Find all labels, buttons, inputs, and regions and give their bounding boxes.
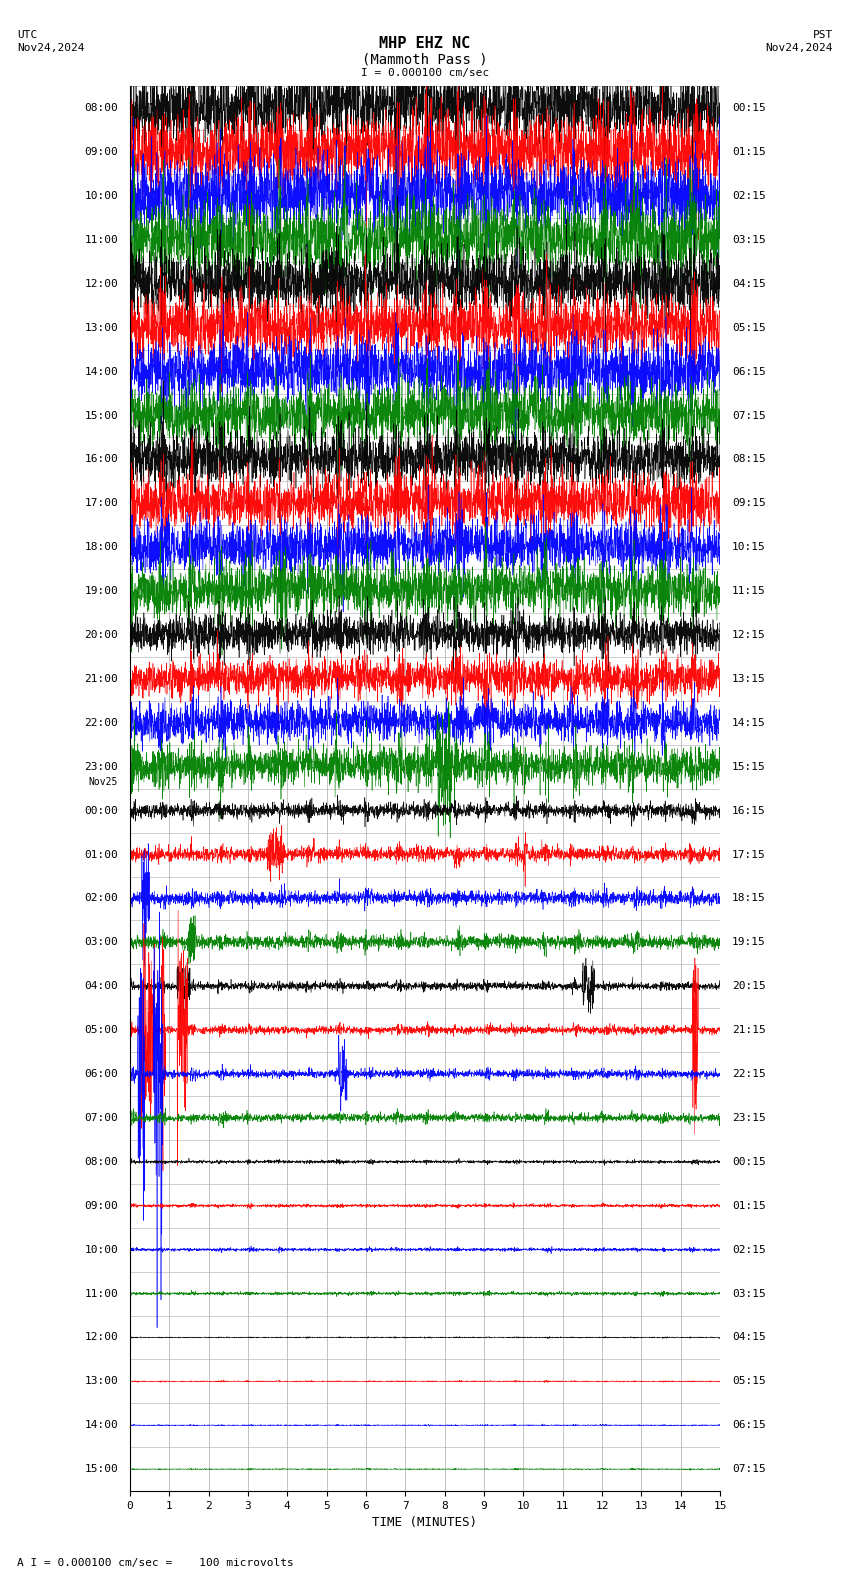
Text: 09:15: 09:15 xyxy=(732,499,766,508)
Text: 14:00: 14:00 xyxy=(84,1421,118,1430)
Text: 01:00: 01:00 xyxy=(84,849,118,860)
Text: 00:00: 00:00 xyxy=(84,806,118,816)
Text: 05:15: 05:15 xyxy=(732,1376,766,1386)
Text: 01:15: 01:15 xyxy=(732,1201,766,1210)
Text: 19:15: 19:15 xyxy=(732,938,766,947)
Text: (Mammoth Pass ): (Mammoth Pass ) xyxy=(362,52,488,67)
Text: 17:15: 17:15 xyxy=(732,849,766,860)
Text: 04:15: 04:15 xyxy=(732,1332,766,1343)
Text: 22:00: 22:00 xyxy=(84,718,118,729)
Text: 16:00: 16:00 xyxy=(84,455,118,464)
Text: 12:00: 12:00 xyxy=(84,1332,118,1343)
Text: 02:15: 02:15 xyxy=(732,192,766,201)
Text: 00:15: 00:15 xyxy=(732,103,766,112)
Text: I = 0.000100 cm/sec: I = 0.000100 cm/sec xyxy=(361,68,489,78)
Text: 21:00: 21:00 xyxy=(84,673,118,684)
X-axis label: TIME (MINUTES): TIME (MINUTES) xyxy=(372,1516,478,1530)
Text: 02:00: 02:00 xyxy=(84,893,118,903)
Text: 10:00: 10:00 xyxy=(84,192,118,201)
Text: 13:15: 13:15 xyxy=(732,673,766,684)
Text: 23:15: 23:15 xyxy=(732,1114,766,1123)
Text: 12:00: 12:00 xyxy=(84,279,118,288)
Text: 03:00: 03:00 xyxy=(84,938,118,947)
Text: 15:15: 15:15 xyxy=(732,762,766,771)
Text: 01:15: 01:15 xyxy=(732,147,766,157)
Text: 23:00: 23:00 xyxy=(84,762,118,771)
Text: 07:15: 07:15 xyxy=(732,410,766,420)
Text: 19:00: 19:00 xyxy=(84,586,118,596)
Text: 00:15: 00:15 xyxy=(732,1156,766,1167)
Text: 13:00: 13:00 xyxy=(84,323,118,333)
Text: 17:00: 17:00 xyxy=(84,499,118,508)
Text: 11:00: 11:00 xyxy=(84,1288,118,1299)
Text: 20:15: 20:15 xyxy=(732,980,766,992)
Text: 03:15: 03:15 xyxy=(732,1288,766,1299)
Text: 14:00: 14:00 xyxy=(84,366,118,377)
Text: 04:15: 04:15 xyxy=(732,279,766,288)
Text: 08:00: 08:00 xyxy=(84,103,118,112)
Text: 06:00: 06:00 xyxy=(84,1069,118,1079)
Text: PST: PST xyxy=(813,30,833,40)
Text: 06:15: 06:15 xyxy=(732,366,766,377)
Text: 12:15: 12:15 xyxy=(732,630,766,640)
Text: 02:15: 02:15 xyxy=(732,1245,766,1255)
Text: 11:00: 11:00 xyxy=(84,234,118,246)
Text: Nov25: Nov25 xyxy=(88,778,118,787)
Text: 13:00: 13:00 xyxy=(84,1376,118,1386)
Text: Nov24,2024: Nov24,2024 xyxy=(17,43,84,52)
Text: 11:15: 11:15 xyxy=(732,586,766,596)
Text: 03:15: 03:15 xyxy=(732,234,766,246)
Text: UTC: UTC xyxy=(17,30,37,40)
Text: 05:00: 05:00 xyxy=(84,1025,118,1036)
Text: 20:00: 20:00 xyxy=(84,630,118,640)
Text: 10:15: 10:15 xyxy=(732,542,766,553)
Text: 10:00: 10:00 xyxy=(84,1245,118,1255)
Text: 06:15: 06:15 xyxy=(732,1421,766,1430)
Text: 18:15: 18:15 xyxy=(732,893,766,903)
Text: 07:15: 07:15 xyxy=(732,1464,766,1475)
Text: 16:15: 16:15 xyxy=(732,806,766,816)
Text: 09:00: 09:00 xyxy=(84,1201,118,1210)
Text: 15:00: 15:00 xyxy=(84,410,118,420)
Text: MHP EHZ NC: MHP EHZ NC xyxy=(379,36,471,51)
Text: 04:00: 04:00 xyxy=(84,980,118,992)
Text: 15:00: 15:00 xyxy=(84,1464,118,1475)
Text: 14:15: 14:15 xyxy=(732,718,766,729)
Text: 08:15: 08:15 xyxy=(732,455,766,464)
Text: 21:15: 21:15 xyxy=(732,1025,766,1036)
Text: 22:15: 22:15 xyxy=(732,1069,766,1079)
Text: 09:00: 09:00 xyxy=(84,147,118,157)
Text: 18:00: 18:00 xyxy=(84,542,118,553)
Text: 08:00: 08:00 xyxy=(84,1156,118,1167)
Text: A I = 0.000100 cm/sec =    100 microvolts: A I = 0.000100 cm/sec = 100 microvolts xyxy=(17,1559,294,1568)
Text: 07:00: 07:00 xyxy=(84,1114,118,1123)
Text: 05:15: 05:15 xyxy=(732,323,766,333)
Text: Nov24,2024: Nov24,2024 xyxy=(766,43,833,52)
